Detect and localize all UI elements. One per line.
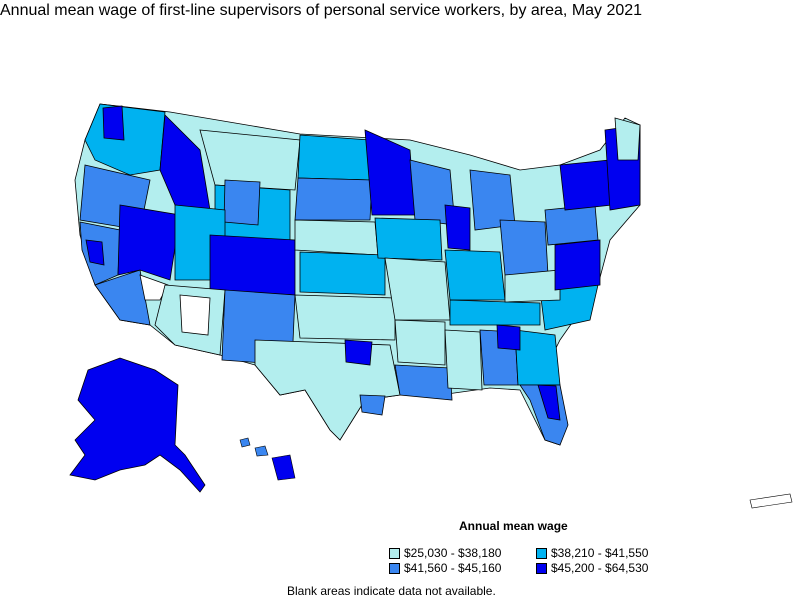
- region-ohio: [499, 219, 549, 276]
- region-pennsylvania: [544, 204, 599, 246]
- legend-item-1: $25,030 - $38,180: [389, 546, 501, 560]
- puerto-rico: [749, 493, 793, 509]
- region-montana: [199, 129, 301, 191]
- region-maine: [614, 117, 641, 161]
- region-seattle: [102, 105, 125, 141]
- legend-item-3: $41,560 - $45,160: [389, 561, 501, 575]
- region-phoenix: [179, 294, 211, 336]
- region-nebraska: [294, 219, 379, 256]
- region-florida-east: [537, 384, 561, 421]
- region-dallas: [344, 339, 373, 366]
- region-south-dakota: [294, 177, 373, 221]
- puerto-rico-island: [749, 493, 793, 509]
- legend-label-2: $38,210 - $41,550: [551, 546, 649, 560]
- contiguous-us: [74, 103, 641, 446]
- region-new-york: [559, 159, 613, 211]
- legend-label-4: $45,200 - $64,530: [551, 561, 649, 575]
- region-mississippi: [444, 329, 483, 391]
- region-chicago: [444, 204, 471, 251]
- region-wyoming-block: [223, 179, 261, 226]
- region-colorado: [209, 234, 296, 296]
- region-nevada-south: [139, 274, 169, 301]
- legend-title: Annual mean wage: [459, 519, 568, 533]
- region-atlanta: [496, 324, 521, 351]
- legend-swatch-1: [389, 547, 400, 559]
- region-kentucky-wv: [504, 269, 561, 303]
- region-louisiana: [394, 364, 453, 401]
- region-arkansas: [394, 319, 446, 366]
- region-kansas: [299, 251, 386, 296]
- legend-swatch-4: [536, 562, 547, 574]
- region-illinois-indiana: [444, 249, 506, 301]
- blank-areas-note: Blank areas indicate data not available.: [287, 584, 496, 598]
- region-tennessee: [449, 299, 541, 326]
- legend-swatch-2: [536, 547, 547, 559]
- region-virginia-dc: [554, 239, 601, 291]
- region-north-dakota: [297, 134, 373, 181]
- region-nevada: [117, 204, 181, 281]
- hawaii-island-2: [254, 445, 269, 457]
- legend-swatch-3: [389, 562, 400, 574]
- alaska: [69, 357, 206, 493]
- region-georgia: [514, 329, 561, 386]
- alaska-landmass: [69, 357, 206, 493]
- region-california-south: [94, 269, 151, 326]
- region-oklahoma: [294, 294, 396, 341]
- legend-item-4: $45,200 - $64,530: [536, 561, 648, 575]
- region-iowa: [374, 217, 443, 261]
- region-missouri: [384, 257, 451, 321]
- region-houston: [359, 394, 386, 416]
- legend-label-3: $41,560 - $45,160: [404, 561, 502, 575]
- legend-item-2: $38,210 - $41,550: [536, 546, 648, 560]
- region-bay-area: [85, 239, 105, 266]
- hawaii-island-3: [271, 454, 296, 481]
- region-texas: [254, 339, 401, 441]
- hawaii-island-1: [239, 437, 251, 448]
- legend-label-1: $25,030 - $38,180: [404, 546, 502, 560]
- hawaii: [239, 437, 296, 481]
- map-title: Annual mean wage of first-line superviso…: [0, 2, 643, 19]
